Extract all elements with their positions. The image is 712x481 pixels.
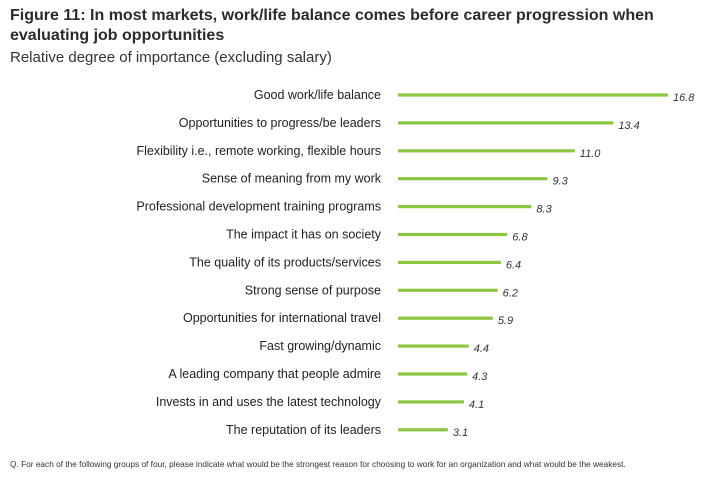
bar-row-fast-growing-dynamic: Fast growing/dynamic 4.4 <box>259 339 489 355</box>
bar-row-the-impact-it-has-on-society: The impact it has on society 6.8 <box>226 228 528 244</box>
value-label: 11.0 <box>580 148 601 160</box>
chart-title: Figure 11: In most markets, work/life ba… <box>10 7 654 44</box>
bar <box>398 344 469 348</box>
bar <box>398 121 614 125</box>
bar-row-a-leading-company-that-people-admire: A leading company that people admire 4.3 <box>168 367 488 383</box>
bar <box>398 372 468 376</box>
value-label: 6.4 <box>506 259 521 271</box>
value-label: 6.2 <box>503 287 518 299</box>
bar-row-strong-sense-of-purpose: Strong sense of purpose 6.2 <box>245 283 518 299</box>
category-label: Professional development training progra… <box>136 200 381 214</box>
value-label: 16.8 <box>673 92 695 104</box>
bar-row-invests-in-and-uses-the-latest-technology: Invests in and uses the latest technolog… <box>156 395 484 411</box>
value-label: 5.9 <box>498 315 513 327</box>
bar-row-the-quality-of-its-products-services: The quality of its products/services 6.4 <box>189 255 521 271</box>
value-label: 13.4 <box>618 120 639 132</box>
value-label: 4.3 <box>472 371 488 383</box>
category-label: The reputation of its leaders <box>226 423 381 437</box>
category-label: Opportunities to progress/be leaders <box>179 116 381 130</box>
bar <box>398 260 501 264</box>
category-label: The quality of its products/services <box>189 255 381 269</box>
bar <box>398 288 498 292</box>
bar-row-opportunities-for-international-travel: Opportunities for international travel 5.… <box>183 311 513 327</box>
bar-chart-svg: Good work/life balance 16.8 Opportunities … <box>136 88 695 439</box>
chart-subtitle: Relative degree of importance (excluding… <box>10 49 332 66</box>
value-label: 4.1 <box>469 399 484 411</box>
footnote: Q. For each of the following groups of f… <box>10 459 626 469</box>
bar <box>398 149 575 153</box>
value-label: 8.3 <box>536 204 552 216</box>
bar-row-good-work-life-balance: Good work/life balance 16.8 <box>254 88 695 104</box>
category-label: Fast growing/dynamic <box>259 339 381 353</box>
bar-row-sense-of-meaning-from-my-work: Sense of meaning from my work 9.3 <box>202 172 569 188</box>
bar <box>398 428 448 432</box>
bar <box>398 316 493 320</box>
category-label: Strong sense of purpose <box>245 283 381 297</box>
value-label: 9.3 <box>552 176 568 188</box>
value-label: 6.8 <box>512 232 528 244</box>
bar <box>398 93 668 97</box>
value-label: 4.4 <box>474 343 489 355</box>
bar-row-professional-development-training-programs: Professional development training progra… <box>136 200 552 216</box>
bar <box>398 177 548 181</box>
bar-row-flexibility-i-e-remote-working-flexible-hours: Flexibility i.e., remote working, flexib… <box>136 144 601 160</box>
value-label: 3.1 <box>453 427 468 439</box>
category-label: Good work/life balance <box>254 88 381 102</box>
bar-row-the-reputation-of-its-leaders: The reputation of its leaders 3.1 <box>226 423 468 439</box>
category-label: Sense of meaning from my work <box>202 172 382 186</box>
category-label: Opportunities for international travel <box>183 311 381 325</box>
category-label: The impact it has on society <box>226 228 382 242</box>
bar <box>398 232 508 237</box>
bar <box>398 400 464 404</box>
category-label: Flexibility i.e., remote working, flexib… <box>136 144 381 158</box>
bar <box>398 205 532 209</box>
bar-row-opportunities-to-progress-be-leaders: Opportunities to progress/be leaders 13.4 <box>179 116 640 132</box>
bar-chart: Good work/life balance 16.8 Opportunities … <box>0 80 712 450</box>
category-label: A leading company that people admire <box>168 367 381 381</box>
category-label: Invests in and uses the latest technolog… <box>156 395 382 409</box>
